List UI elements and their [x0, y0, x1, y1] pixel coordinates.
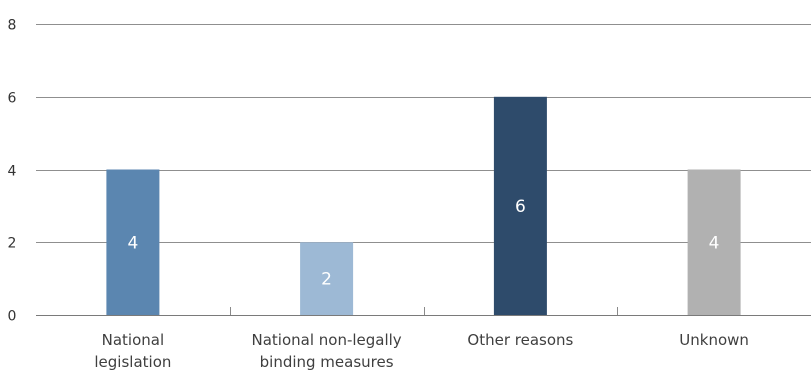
data-label-3: 6	[515, 197, 526, 217]
labels: 0 2 4 6 8 4 2 6 4 National legislation National non…	[8, 18, 749, 372]
y-tick-label-2: 2	[8, 236, 17, 252]
bar-3	[493, 96, 547, 316]
y-tick-label-6: 6	[8, 91, 17, 107]
bar-2	[300, 242, 354, 316]
gridlines	[36, 24, 811, 243]
x-tick-label-2: National non-legally binding measures	[251, 331, 401, 371]
bar-4	[687, 169, 741, 315]
bar-1	[106, 169, 160, 315]
data-label-1: 4	[127, 233, 138, 253]
axes	[36, 307, 811, 316]
y-tick-label-8: 8	[8, 18, 17, 34]
y-tick-label-0: 0	[8, 309, 17, 325]
y-tick-label-4: 4	[8, 164, 17, 180]
x-tick-label-4: Unknown	[679, 331, 749, 349]
x-tick-label-1: National legislation	[94, 331, 171, 371]
data-label-2: 2	[321, 270, 332, 290]
data-label-4: 4	[709, 233, 720, 253]
bars	[106, 96, 741, 316]
x-tick-label-3: Other reasons	[467, 331, 573, 349]
